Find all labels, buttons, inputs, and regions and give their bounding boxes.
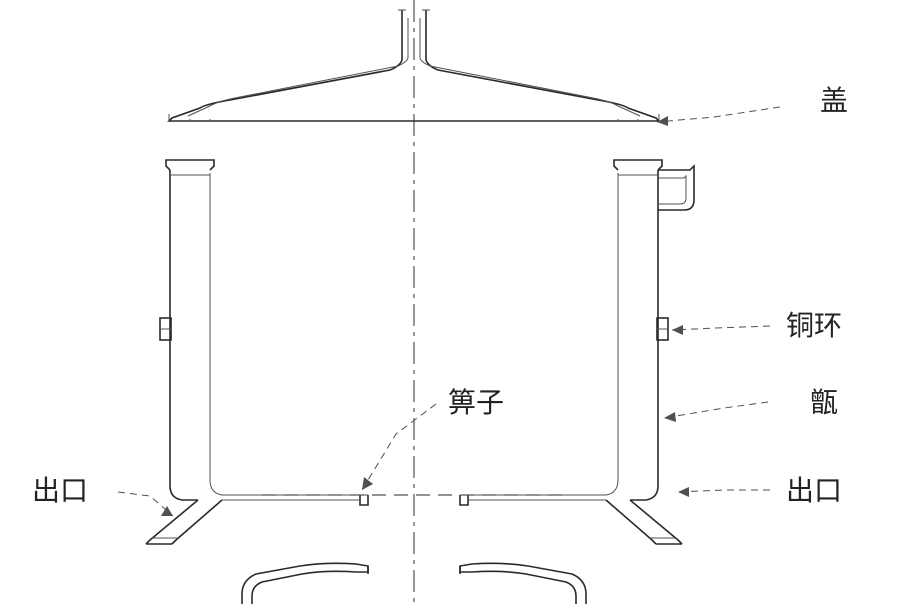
labels: 盖 铜环 甑 出口 出口 箅子 <box>32 85 848 507</box>
leader-ring <box>672 326 770 330</box>
label-vessel: 甑 <box>810 387 838 419</box>
leader-lid <box>657 107 780 122</box>
diagram-canvas: 盖 铜环 甑 出口 出口 箅子 <box>0 0 906 604</box>
leader-vessel <box>664 402 768 418</box>
label-lid: 盖 <box>820 85 848 117</box>
arrow-ring <box>672 325 683 335</box>
arrow-grate <box>362 477 373 490</box>
collar <box>658 166 694 210</box>
label-outlet-l: 出口 <box>32 475 88 507</box>
arrow-outlet-r <box>678 487 689 497</box>
spout-left <box>146 500 222 544</box>
label-outlet-r: 出口 <box>786 475 842 507</box>
leaders <box>118 107 780 516</box>
vessel-part <box>146 160 694 544</box>
label-grate: 箅子 <box>448 387 504 419</box>
leader-grate <box>362 404 436 490</box>
leader-outlet-r <box>678 490 770 492</box>
label-ring: 铜环 <box>786 310 842 342</box>
spout-right <box>606 500 682 544</box>
arrow-vessel <box>664 412 676 422</box>
